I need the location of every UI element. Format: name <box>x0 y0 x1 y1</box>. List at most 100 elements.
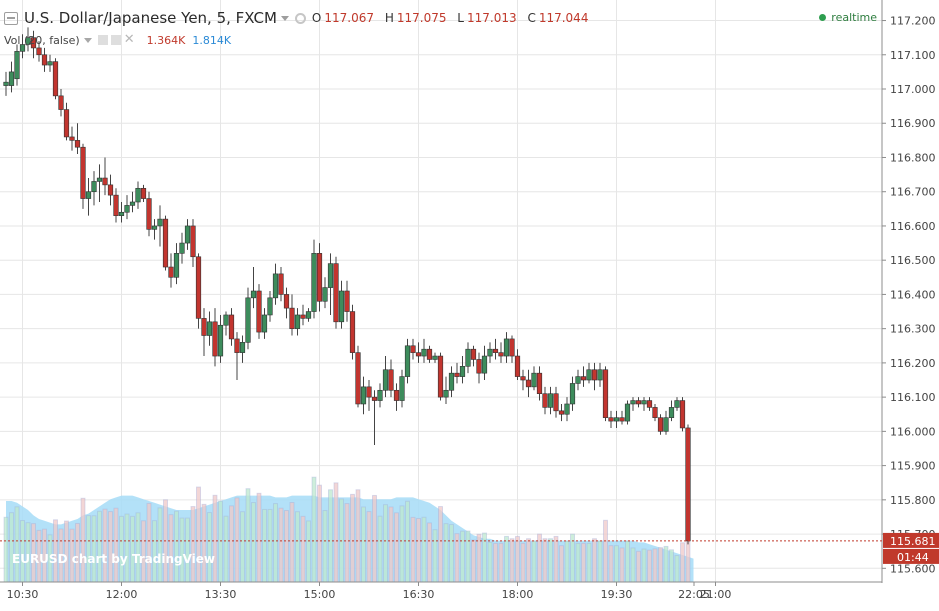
volume-legend: Vol (20, false) ✕ 1.364K 1.814K <box>4 33 231 47</box>
close-icon[interactable]: ✕ <box>123 32 135 47</box>
gear-icon[interactable] <box>294 12 306 24</box>
x-tick-label: 15:00 <box>304 588 336 601</box>
candle-body <box>619 417 625 422</box>
x-tick-label: 18:00 <box>502 588 534 601</box>
candle-body <box>355 352 361 405</box>
volume-bar <box>201 503 207 583</box>
volume-bar <box>416 517 421 583</box>
last-price-tag <box>883 532 939 548</box>
volume-bar <box>229 505 234 583</box>
volume-bar <box>432 529 438 583</box>
volume-bar <box>405 500 410 583</box>
volume-bar <box>680 542 685 583</box>
ohlc-open-value: 117.067 <box>324 11 374 25</box>
realtime-indicator: realtime <box>819 11 877 24</box>
candle-body <box>371 396 378 401</box>
ohlc-close-value: 117.044 <box>538 11 589 25</box>
candle-body <box>476 359 482 374</box>
y-tick-label: 116.200 <box>890 357 936 370</box>
candle-body <box>426 348 433 360</box>
time-axis[interactable]: 10:30 12:00 13:30 15:00 16:30 18:00 19:30 21:00… <box>7 588 732 601</box>
volume-bar <box>322 510 328 583</box>
candle-body <box>338 290 345 323</box>
last-price-label: 115.681 <box>890 535 936 548</box>
x-tick-label: 22:05 <box>678 588 710 601</box>
realtime-label: realtime <box>831 11 877 24</box>
candle-body <box>129 201 136 206</box>
candle-body <box>547 393 554 408</box>
candle-body <box>63 109 70 138</box>
volume-bar <box>460 530 465 583</box>
volume-bar <box>168 514 174 583</box>
candle-body <box>531 372 537 388</box>
volume-bar <box>674 555 680 583</box>
candle-body <box>80 146 86 199</box>
candle-body <box>553 393 559 412</box>
volume-bar <box>410 516 416 583</box>
candle-body <box>228 314 235 340</box>
candle-body <box>624 403 631 422</box>
volume-bar <box>553 535 559 583</box>
candle-body <box>443 389 449 398</box>
volume-bar <box>273 503 278 583</box>
volume-bar <box>53 519 58 583</box>
volume-bar <box>636 550 641 583</box>
candle-body <box>261 314 268 333</box>
chevron-down-icon[interactable] <box>83 37 92 43</box>
candle-body <box>514 355 521 377</box>
candle-body <box>267 297 273 316</box>
volume-bar <box>498 542 504 583</box>
candle-body <box>685 427 691 542</box>
symbol-title[interactable]: U.S. Dollar/Japanese Yen, 5, FXCM <box>24 9 277 27</box>
candle-body <box>327 263 334 288</box>
volume-bar <box>289 502 295 583</box>
volume-bar <box>647 549 652 583</box>
eye-icon[interactable] <box>97 35 108 45</box>
candle-body <box>118 211 125 216</box>
volume-bar <box>157 507 163 583</box>
candle-body <box>201 318 207 336</box>
volume-bar <box>86 515 91 583</box>
x-tick-label: 19:30 <box>601 588 633 601</box>
candle-body <box>157 218 163 227</box>
candle-body <box>124 205 130 213</box>
volume-bar <box>174 510 179 583</box>
candle-body <box>481 355 488 374</box>
candle-body <box>382 369 389 391</box>
candle-body <box>278 273 284 295</box>
candle-body <box>168 266 174 278</box>
price-axis[interactable]: 117.200 117.100 117.000 116.900 116.800 116.7… <box>890 15 936 576</box>
volume-bar <box>471 539 476 583</box>
ohlc-close-key: C <box>527 11 536 25</box>
volume-bar <box>124 513 130 583</box>
candle-body <box>503 338 510 357</box>
x-tick-label: 21:00 <box>700 588 732 601</box>
candle-body <box>234 338 240 353</box>
symbol-collapse-icon[interactable] <box>4 11 18 25</box>
volume-bar <box>603 519 608 583</box>
candle-body <box>102 177 108 186</box>
volume-bar <box>399 505 405 583</box>
watermark[interactable]: EURUSD chart by TradingView <box>12 552 216 566</box>
ohlc-low-key: L <box>457 11 464 25</box>
chart-header: U.S. Dollar/Japanese Yen, 5, FXCM O 117.0… <box>0 6 595 30</box>
gear-icon[interactable] <box>110 35 121 45</box>
y-tick-label: 115.600 <box>890 562 936 575</box>
candle-body <box>173 253 180 278</box>
volume-bar <box>548 538 553 583</box>
volume-bar <box>465 530 471 583</box>
candle-body <box>206 321 213 336</box>
axes <box>0 0 886 586</box>
candle-body <box>597 369 603 381</box>
volume-bars <box>3 476 691 583</box>
candle-body <box>663 417 669 432</box>
volume-bar <box>669 549 674 583</box>
chevron-down-icon[interactable] <box>280 15 289 21</box>
volume-bar <box>344 503 350 583</box>
volume-bar <box>575 542 581 583</box>
x-tick-label: 10:30 <box>7 588 39 601</box>
y-tick-label: 116.800 <box>890 151 936 164</box>
volume-bar <box>278 507 284 583</box>
volume-label[interactable]: Vol (20, false) <box>4 33 80 47</box>
